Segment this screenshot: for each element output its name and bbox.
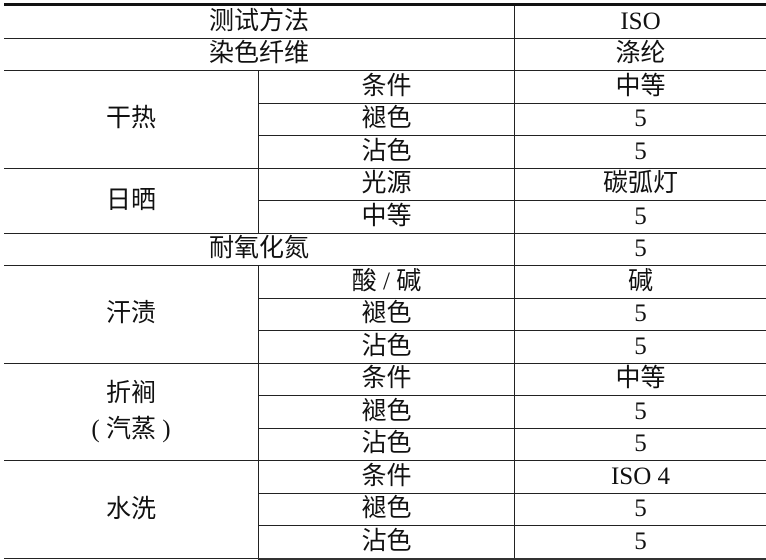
header-label: 测试方法 [4, 5, 515, 39]
sub-label: 沾色 [259, 428, 515, 461]
sub-label: 沾色 [259, 136, 515, 169]
table-row: 折裥 ( 汽蒸 ) 条件 中等 [4, 363, 766, 396]
sub-value: 5 [515, 136, 766, 169]
fastness-table: 测试方法 ISO 染色纤维 涤纶 干热 条件 中等 褪色 5 沾色 5 日晒 光… [4, 3, 766, 560]
sub-value: 5 [515, 201, 766, 234]
sub-value: 碳弧灯 [515, 168, 766, 201]
group-label: 水洗 [4, 461, 259, 559]
table-row: 日晒 光源 碳弧灯 [4, 168, 766, 201]
pleating-label-sub: ( 汽蒸 ) [4, 417, 258, 443]
sub-label: 褪色 [259, 298, 515, 331]
table-row: 测试方法 ISO [4, 5, 766, 39]
sub-label: 褪色 [259, 396, 515, 429]
sub-label: 褪色 [259, 103, 515, 136]
sub-label: 沾色 [259, 331, 515, 364]
nitrogen-oxide-value: 5 [515, 233, 766, 266]
sub-value: 5 [515, 396, 766, 429]
sub-label: 条件 [259, 71, 515, 104]
sub-label: 酸 / 碱 [259, 266, 515, 299]
sub-label: 光源 [259, 168, 515, 201]
sub-label: 条件 [259, 461, 515, 494]
nitrogen-oxide-label: 耐氧化氮 [4, 233, 515, 266]
sub-value: ISO 4 [515, 461, 766, 494]
sub-value: 5 [515, 331, 766, 364]
sub-label: 褪色 [259, 493, 515, 526]
sub-value: 5 [515, 526, 766, 559]
sub-value: 5 [515, 493, 766, 526]
table-row: 耐氧化氮 5 [4, 233, 766, 266]
table-row: 汗渍 酸 / 碱 碱 [4, 266, 766, 299]
sub-value: 中等 [515, 71, 766, 104]
header-value: ISO [515, 5, 766, 39]
pleating-label: 折裥 [4, 381, 258, 407]
table-row: 干热 条件 中等 [4, 71, 766, 104]
sub-value: 5 [515, 428, 766, 461]
table-row: 染色纤维 涤纶 [4, 38, 766, 71]
sub-value: 5 [515, 298, 766, 331]
sub-label: 中等 [259, 201, 515, 234]
sub-value: 碱 [515, 266, 766, 299]
group-label: 折裥 ( 汽蒸 ) [4, 363, 259, 461]
sub-value: 中等 [515, 363, 766, 396]
sub-value: 5 [515, 103, 766, 136]
fiber-label: 染色纤维 [4, 38, 515, 71]
group-label: 日晒 [4, 168, 259, 233]
group-label: 汗渍 [4, 266, 259, 364]
sub-label: 沾色 [259, 526, 515, 559]
fiber-value: 涤纶 [515, 38, 766, 71]
group-label: 干热 [4, 71, 259, 169]
sub-label: 条件 [259, 363, 515, 396]
table-row: 水洗 条件 ISO 4 [4, 461, 766, 494]
